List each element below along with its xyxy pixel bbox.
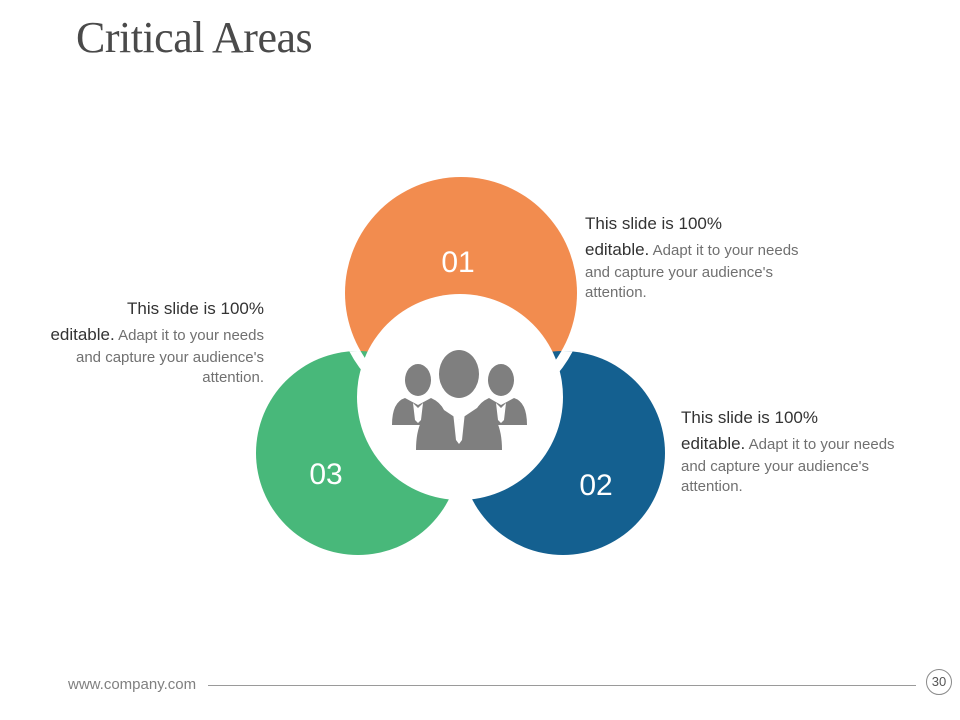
footer-url[interactable]: www.company.com <box>68 676 197 693</box>
circle-label-02: 02 <box>579 469 612 502</box>
description-01-head: This slide is 100% <box>585 214 723 233</box>
description-03: This slide is 100% editable. Adapt it to… <box>24 296 264 388</box>
circle-label-01: 01 <box>441 246 474 279</box>
description-03-head: This slide is 100% <box>126 299 264 318</box>
people-group-icon <box>392 350 527 450</box>
description-03-head-2: editable. <box>50 325 115 344</box>
description-02-body: Adapt it to your needs and capture your … <box>681 436 895 495</box>
description-01: This slide is 100% editable. Adapt it to… <box>585 211 825 303</box>
description-02-head: This slide is 100% <box>681 408 819 427</box>
slide-title: Critical Areas <box>76 13 313 62</box>
description-01-body: Adapt it to your needs and capture your … <box>585 242 799 301</box>
page-number: 30 <box>926 669 952 695</box>
description-02: This slide is 100% editable. Adapt it to… <box>681 405 921 497</box>
description-01-head-2: editable. <box>585 240 650 259</box>
description-02-head-2: editable. <box>681 434 746 453</box>
description-03-body: Adapt it to your needs and capture your … <box>76 327 264 386</box>
circle-label-03: 03 <box>309 458 342 491</box>
footer-divider <box>208 685 916 686</box>
